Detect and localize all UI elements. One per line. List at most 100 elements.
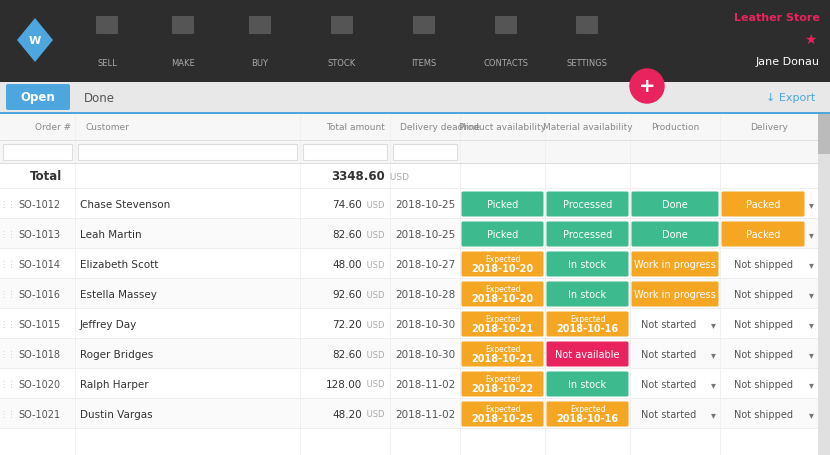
Text: 2018-10-22: 2018-10-22 [471, 383, 534, 393]
Bar [0, 278, 818, 279]
FancyBboxPatch shape [461, 192, 544, 217]
Text: ITEMS: ITEMS [412, 58, 437, 67]
Text: Total amount: Total amount [326, 123, 385, 132]
Text: Delivery: Delivery [750, 123, 788, 132]
Bar [0, 249, 818, 279]
Text: 82.60: 82.60 [332, 349, 362, 359]
Bar [0, 83, 830, 455]
Text: ⋮⋮: ⋮⋮ [0, 290, 17, 299]
Bar [300, 115, 301, 455]
Text: USD: USD [364, 410, 384, 419]
Text: ▾: ▾ [710, 379, 715, 389]
Text: SO-1018: SO-1018 [18, 349, 60, 359]
FancyBboxPatch shape [721, 222, 804, 247]
Text: Expected: Expected [485, 404, 520, 414]
Text: ⋮⋮: ⋮⋮ [0, 350, 17, 359]
Text: SELL: SELL [97, 58, 117, 67]
FancyBboxPatch shape [546, 282, 628, 307]
Bar [393, 145, 457, 161]
Text: ⋮⋮: ⋮⋮ [0, 200, 17, 209]
FancyBboxPatch shape [461, 252, 544, 277]
Text: ⋮⋮: ⋮⋮ [0, 320, 17, 329]
Text: USD: USD [364, 260, 384, 269]
Text: ↓ Export: ↓ Export [766, 93, 815, 103]
Bar [0, 190, 818, 219]
Bar [303, 145, 387, 161]
Circle shape [630, 70, 664, 104]
FancyBboxPatch shape [461, 312, 544, 337]
Bar [0, 165, 818, 188]
Text: Expected: Expected [485, 374, 520, 384]
FancyBboxPatch shape [172, 17, 194, 35]
Text: Done: Done [662, 229, 688, 239]
Bar [0, 428, 818, 429]
Text: Total: Total [30, 170, 62, 183]
Text: Not shipped: Not shipped [734, 259, 793, 269]
Text: W: W [29, 36, 42, 46]
FancyBboxPatch shape [632, 192, 719, 217]
Bar [0, 309, 818, 339]
Text: Not shipped: Not shipped [734, 349, 793, 359]
Text: Leather Store: Leather Store [734, 13, 820, 23]
Bar [460, 115, 461, 455]
Text: Processed: Processed [563, 200, 613, 210]
Text: ▾: ▾ [808, 349, 813, 359]
Bar [545, 115, 546, 455]
Bar [0, 368, 818, 369]
Text: 2018-10-21: 2018-10-21 [471, 353, 534, 363]
FancyBboxPatch shape [413, 17, 435, 35]
Text: Jane Donau: Jane Donau [756, 57, 820, 67]
FancyBboxPatch shape [546, 372, 628, 397]
Text: 2018-10-20: 2018-10-20 [471, 293, 534, 303]
Text: USD: USD [364, 379, 384, 389]
Text: USD: USD [364, 200, 384, 209]
Text: Order #: Order # [35, 123, 71, 132]
Bar [390, 115, 391, 455]
Text: Packed: Packed [746, 200, 780, 210]
FancyBboxPatch shape [461, 342, 544, 367]
Text: ▾: ▾ [808, 379, 813, 389]
FancyBboxPatch shape [546, 222, 628, 247]
Text: Open: Open [21, 91, 56, 104]
Text: SO-1021: SO-1021 [18, 409, 60, 419]
Text: USD: USD [364, 350, 384, 359]
FancyBboxPatch shape [331, 17, 353, 35]
FancyBboxPatch shape [546, 192, 628, 217]
FancyBboxPatch shape [632, 222, 719, 247]
Text: Expected: Expected [485, 345, 520, 354]
Text: 2018-10-30: 2018-10-30 [395, 349, 455, 359]
Bar [0, 115, 818, 141]
Text: 2018-10-27: 2018-10-27 [395, 259, 455, 269]
Text: Customer: Customer [85, 123, 129, 132]
Bar [818, 115, 830, 155]
Text: Not shipped: Not shipped [734, 379, 793, 389]
Text: Elizabeth Scott: Elizabeth Scott [80, 259, 159, 269]
Bar [0, 142, 818, 164]
Text: 2018-11-02: 2018-11-02 [395, 409, 455, 419]
Text: ▾: ▾ [710, 409, 715, 419]
Text: Not shipped: Not shipped [734, 409, 793, 419]
Text: Done: Done [662, 200, 688, 210]
Text: ▾: ▾ [808, 259, 813, 269]
Text: Picked: Picked [487, 229, 518, 239]
Bar [630, 115, 631, 455]
Text: STOCK: STOCK [328, 58, 356, 67]
Bar [0, 399, 818, 429]
Text: Estella Massey: Estella Massey [80, 289, 157, 299]
Text: Not available: Not available [555, 349, 620, 359]
Text: 2018-10-16: 2018-10-16 [556, 324, 618, 333]
Bar [78, 145, 297, 161]
Bar [0, 369, 818, 399]
Text: Delivery deadline: Delivery deadline [400, 123, 480, 132]
Text: 2018-10-30: 2018-10-30 [395, 319, 455, 329]
Text: MAKE: MAKE [171, 58, 195, 67]
Bar [0, 141, 818, 142]
FancyBboxPatch shape [576, 17, 598, 35]
Text: Not started: Not started [642, 319, 696, 329]
Text: Work in progress: Work in progress [634, 289, 715, 299]
Bar [0, 219, 818, 249]
Text: 2018-10-25: 2018-10-25 [471, 413, 534, 423]
Text: 82.60: 82.60 [332, 229, 362, 239]
Text: Expected: Expected [485, 255, 520, 264]
Text: ⋮⋮: ⋮⋮ [0, 260, 17, 269]
